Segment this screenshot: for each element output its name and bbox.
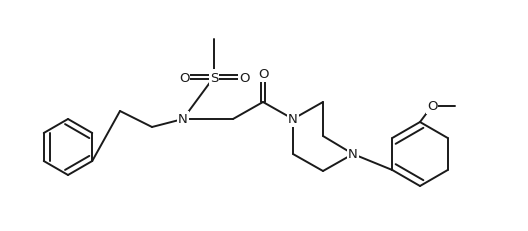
Text: N: N: [288, 113, 298, 126]
Text: N: N: [178, 113, 188, 126]
Text: O: O: [258, 68, 268, 81]
Text: O: O: [427, 100, 437, 113]
Text: O: O: [239, 71, 249, 84]
Text: S: S: [210, 71, 218, 84]
Text: O: O: [179, 71, 189, 84]
Text: N: N: [348, 148, 358, 161]
